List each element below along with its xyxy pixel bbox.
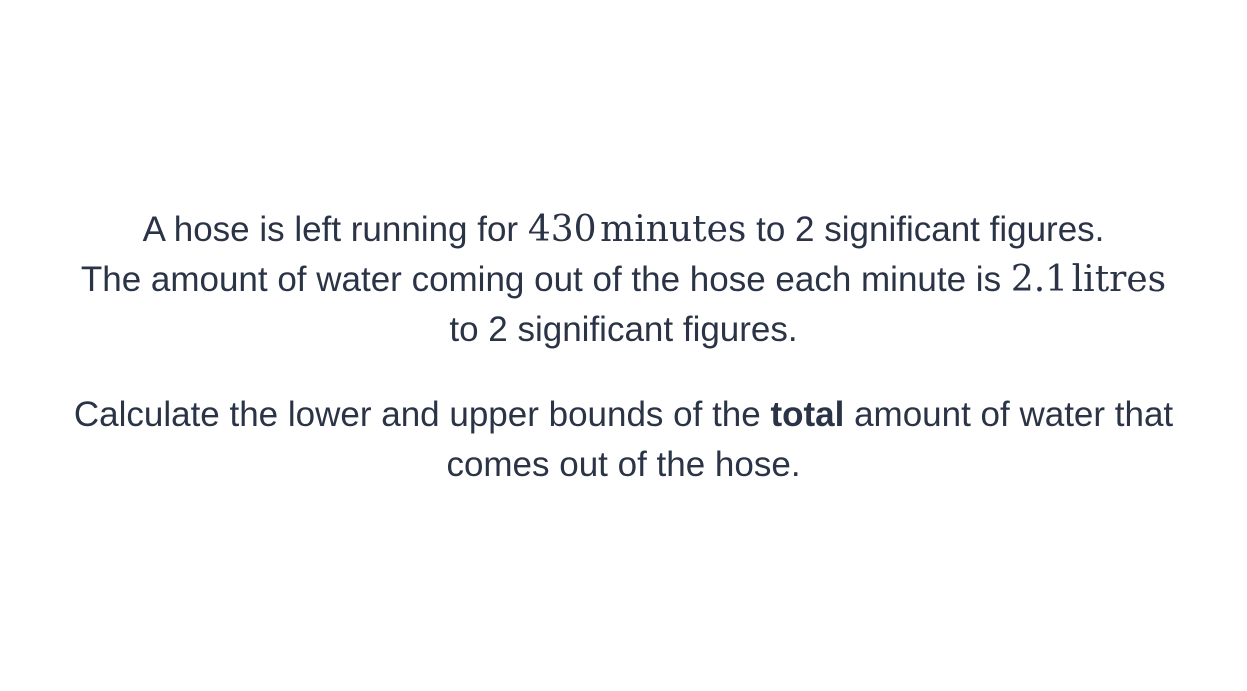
flow-rate-precision: to 2 significant figures. — [449, 310, 798, 349]
task-prefix: Calculate the lower and upper bounds of … — [73, 395, 771, 434]
task-instruction: Calculate the lower and upper bounds of … — [0, 390, 1247, 440]
duration-statement: A hose is left running for 430 minutes t… — [0, 205, 1247, 255]
flow-rate-value: 2.1 — [1010, 259, 1069, 300]
paragraph-gap — [0, 355, 1247, 390]
duration-value: 430 — [527, 209, 597, 250]
flow-rate-unit: litres — [1071, 259, 1167, 300]
question-text: A hose is left running for 430 minutes t… — [0, 205, 1247, 490]
flow-rate-prefix: The amount of water coming out of the ho… — [80, 260, 1011, 299]
task-instruction-continued: comes out of the hose. — [446, 445, 801, 484]
flow-rate-statement: The amount of water coming out of the ho… — [0, 255, 1247, 305]
task-suffix: amount of water that — [844, 395, 1174, 434]
task-emphasis: total — [770, 395, 845, 434]
duration-unit: minutes — [600, 209, 747, 250]
duration-suffix: to 2 significant figures. — [746, 210, 1105, 249]
duration-prefix: A hose is left running for — [142, 210, 528, 249]
